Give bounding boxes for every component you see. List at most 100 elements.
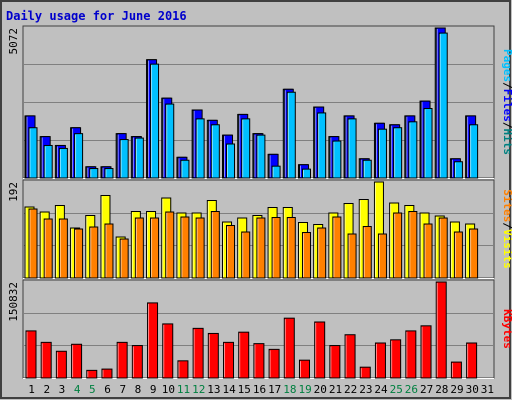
pages-bar [469, 124, 479, 179]
kbytes-bar [374, 342, 386, 379]
sites-bar-body [241, 231, 251, 279]
kbytes-bar [420, 325, 432, 379]
day-label: 2 [43, 383, 50, 396]
pages-bar [195, 118, 205, 179]
kbytes-bar-body [40, 341, 52, 379]
sites-bar-body [119, 238, 129, 279]
sites-bar [58, 218, 68, 279]
kbytes-bar [101, 368, 113, 379]
side-legend-kbytes: KBytes [501, 309, 512, 349]
pages-bar-body [362, 159, 372, 179]
pages-bar [165, 103, 175, 179]
sites-bar-body [226, 225, 236, 279]
sites-bar-body [377, 233, 387, 279]
sites-bar-body [423, 223, 433, 279]
legend-separator: / [501, 222, 512, 229]
day-label: 29 [450, 383, 463, 396]
pages-bar [119, 139, 129, 179]
day-label: 31 [481, 383, 494, 396]
day-label: 22 [344, 383, 357, 396]
pages-bar-body [377, 128, 387, 179]
sites-bar-body [453, 231, 463, 279]
day-label: 9 [150, 383, 157, 396]
legend-visits: Visits [501, 229, 512, 269]
kbytes-bar-body [223, 341, 235, 379]
side-legend-visits-sites: Sites/Visits [501, 189, 512, 269]
pages-bar [362, 159, 372, 179]
kbytes-bar [207, 332, 219, 379]
pages-bar [134, 137, 144, 179]
legend-separator: / [501, 82, 512, 89]
kbytes-bar [192, 327, 204, 379]
sites-bar-body [286, 217, 296, 279]
sites-bar [317, 227, 327, 279]
kbytes-bar [238, 331, 250, 379]
pages-bar-body [104, 168, 114, 179]
sites-bar [301, 232, 311, 279]
day-label: 24 [374, 383, 388, 396]
sites-bar [347, 233, 357, 279]
day-label: 10 [162, 383, 175, 396]
kbytes-bar [329, 345, 341, 379]
day-label: 7 [119, 383, 126, 396]
sites-bar [104, 223, 114, 279]
pages-bar [256, 134, 266, 179]
pages-bar [286, 91, 296, 179]
kbytes-bar-body [131, 345, 143, 379]
kbytes-bar-body [314, 321, 326, 379]
kbytes-bar-body [298, 359, 310, 379]
sites-bar [377, 233, 387, 279]
pages-bar [301, 168, 311, 179]
kbytes-bar-body [435, 281, 447, 379]
sites-bar-body [165, 211, 175, 279]
pages-bar-body [134, 137, 144, 179]
kbytes-bar [450, 361, 462, 379]
pages-bar-body [43, 144, 53, 179]
sites-bar [286, 217, 296, 279]
sites-bar [119, 238, 129, 279]
kbytes-bar-body [55, 350, 67, 379]
day-label: 17 [268, 383, 281, 396]
day-label: 3 [59, 383, 66, 396]
pages-bar [28, 127, 38, 179]
sites-bar [43, 218, 53, 279]
kbytes-bar [162, 323, 174, 379]
panel-3-max-label: 150832 [7, 282, 20, 322]
day-label: 11 [177, 383, 190, 396]
sites-bar-body [301, 232, 311, 279]
day-label: 13 [207, 383, 220, 396]
sites-bar-body [134, 217, 144, 279]
kbytes-bar [359, 366, 371, 379]
sites-bar-body [362, 226, 372, 279]
day-label: 19 [298, 383, 311, 396]
sites-bar [271, 217, 281, 279]
legend-files: Files [501, 89, 512, 122]
panel-1-max-label: 5072 [7, 28, 20, 55]
pages-bar-body [180, 159, 190, 179]
legend-separator: / [501, 122, 512, 129]
pages-bar-body [210, 124, 220, 179]
sites-bar-body [28, 208, 38, 279]
bars [24, 27, 479, 379]
pages-bar [43, 144, 53, 179]
kbytes-bar-body [207, 332, 219, 379]
pages-bar-body [28, 127, 38, 179]
sites-bar-body [180, 216, 190, 279]
legend-kbytes: KBytes [501, 309, 512, 349]
pages-bar-body [271, 165, 281, 179]
kbytes-bar-body [25, 330, 37, 379]
pages-bar-body [150, 63, 160, 179]
kbytes-bar-body [374, 342, 386, 379]
kbytes-bar [25, 330, 37, 379]
pages-bar [74, 133, 84, 179]
kbytes-bar [466, 342, 478, 379]
sites-bar-body [393, 212, 403, 279]
pages-bar [423, 108, 433, 179]
sites-bar [195, 217, 205, 279]
day-label: 16 [253, 383, 266, 396]
kbytes-bar [147, 302, 159, 379]
pages-bar [150, 63, 160, 179]
sites-bar [150, 217, 160, 279]
